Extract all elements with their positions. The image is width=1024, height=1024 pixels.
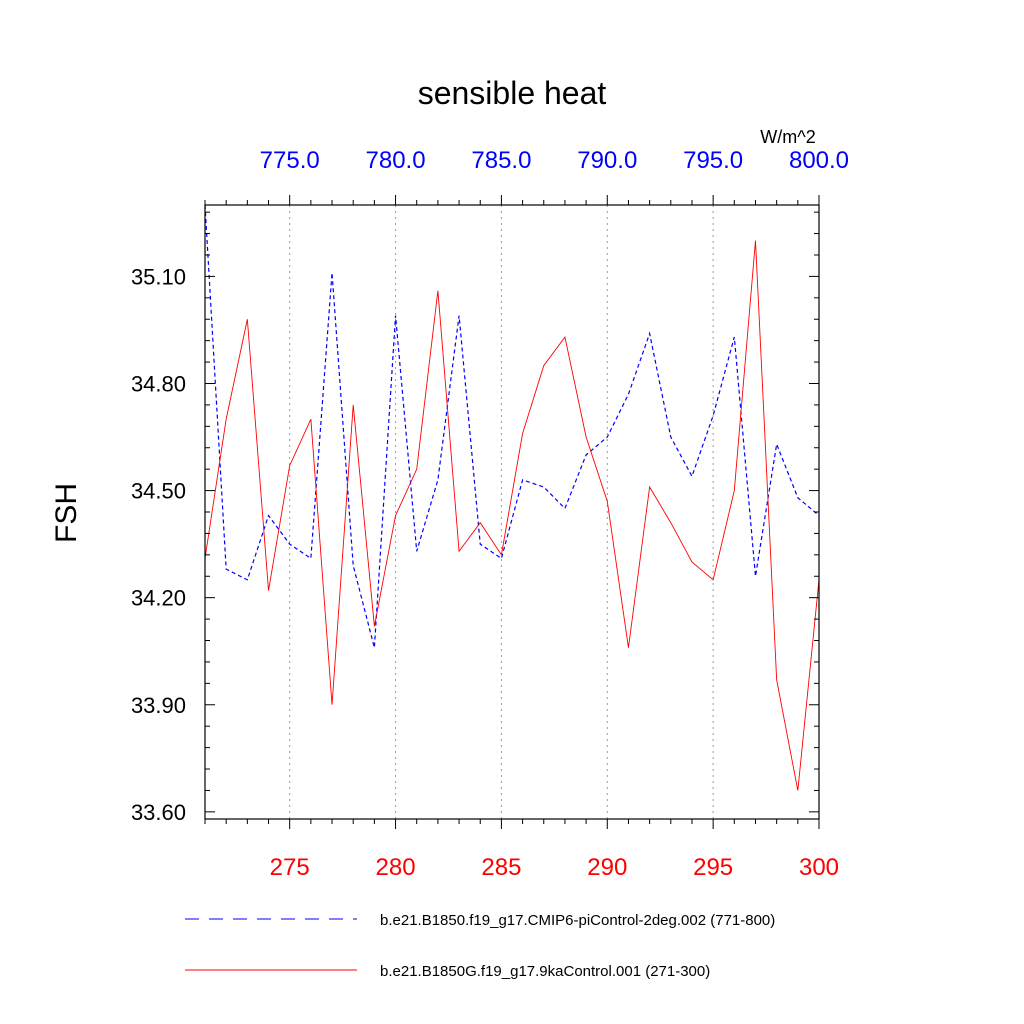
x-bottom-tick-label: 280 [376,854,416,881]
series-line-blue [204,204,820,648]
legend-label-red: b.e21.B1850G.f19_g17.9kaControl.001 (271… [380,963,710,980]
series-layer [204,204,820,791]
y-tick-label: 35.10 [131,264,186,289]
axis-ticks [204,195,820,829]
y-tick-label: 34.80 [131,371,186,396]
x-bottom-tick-label: 295 [693,854,733,881]
x-bottom-tick-label: 290 [587,854,627,881]
x-top-tick-label: 790.0 [577,147,637,174]
x-top-tick-label: 780.0 [366,147,426,174]
y-tick-label: 34.20 [131,586,186,611]
y-tick-label: 33.60 [131,800,186,825]
y-tick-label: 33.90 [131,693,186,718]
chart-title: sensible heat [418,75,607,111]
x-bottom-tick-label: 285 [481,854,521,881]
x-top-tick-label: 775.0 [260,147,320,174]
grid-lines [289,205,714,819]
x-top-tick-label: 785.0 [471,147,531,174]
y-tick-label: 34.50 [131,479,186,504]
legend: b.e21.B1850.f19_g17.CMIP6-piControl-2deg… [185,912,775,980]
plot-frame [204,204,820,820]
x-bottom-tick-label: 275 [270,854,310,881]
y-axis-label: FSH [50,483,83,543]
x-top-tick-label: 800.0 [789,147,849,174]
x-top-tick-label: 795.0 [683,147,743,174]
top-axis-units: W/m^2 [760,127,815,147]
axis-tick-labels: 35.10 34.80 34.50 34.20 33.90 33.60 275 280 285 2… [131,147,849,881]
series-line-red [204,240,820,791]
x-bottom-tick-label: 300 [799,854,839,881]
legend-label-blue: b.e21.B1850.f19_g17.CMIP6-piControl-2deg… [380,912,775,929]
